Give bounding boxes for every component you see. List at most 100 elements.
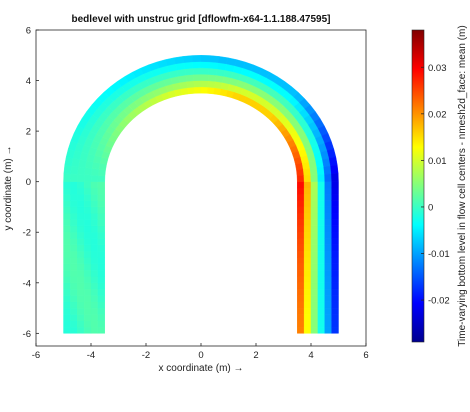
mesh-cell-156 xyxy=(297,250,305,258)
mesh-cell-276 xyxy=(331,250,339,258)
mesh-cell-7 xyxy=(63,282,71,290)
mesh-cell-49 xyxy=(77,320,85,328)
mesh-cell-19 xyxy=(63,206,71,214)
mesh-cell-22 xyxy=(63,187,71,195)
mesh-cell-148 xyxy=(297,301,305,309)
mesh-cell-563 xyxy=(328,156,338,167)
mesh-cell-2 xyxy=(63,314,71,321)
mesh-cell-246 xyxy=(324,288,332,296)
mesh-cell-90 xyxy=(83,213,92,220)
mesh-cell-209 xyxy=(310,219,319,227)
colorbar-label: Time-varying bottom level in flow cell c… xyxy=(457,25,468,346)
mesh-cell-237 xyxy=(317,194,325,201)
mesh-cell-305 xyxy=(64,156,74,167)
mesh-cell-70 xyxy=(77,187,85,195)
y-tick-label: -6 xyxy=(23,329,31,340)
mesh-cell-215 xyxy=(310,181,319,189)
mesh-cell-100 xyxy=(90,301,99,309)
mesh-cell-449 xyxy=(217,56,229,65)
mesh-cell-242 xyxy=(324,314,332,321)
x-tick-label: -6 xyxy=(32,350,40,361)
mesh-cell-214 xyxy=(310,187,319,195)
mesh-cell-292 xyxy=(70,173,78,182)
mesh-cell-159 xyxy=(297,232,305,239)
mesh-cell-268 xyxy=(331,301,339,309)
mesh-cell-52 xyxy=(77,301,85,309)
mesh-cell-161 xyxy=(297,219,305,227)
mesh-cell-207 xyxy=(310,232,319,239)
mesh-cell-93 xyxy=(83,194,92,201)
mesh-cell-277 xyxy=(331,244,339,252)
mesh-cell-256 xyxy=(324,225,332,233)
mesh-cell-34 xyxy=(70,263,78,271)
mesh-cell-219 xyxy=(317,307,325,315)
plot-area: -6 -4 -2 0 2 4 6 -6 -4 -2 0 2 4 6 xyxy=(23,26,369,362)
mesh-cell-251 xyxy=(324,257,332,265)
mesh-cell-559 xyxy=(301,161,311,170)
mesh-cell-31 xyxy=(70,282,78,290)
mesh-cell-273 xyxy=(331,269,339,277)
mesh-cell-217 xyxy=(317,320,325,328)
mesh-cell-182 xyxy=(303,238,312,246)
mesh-cell-13 xyxy=(63,244,71,252)
mesh-cell-41 xyxy=(70,219,78,227)
mesh-cell-574 xyxy=(324,173,332,182)
mesh-cell-208 xyxy=(310,225,319,233)
mesh-cell-99 xyxy=(90,307,99,315)
mesh-cell-170 xyxy=(303,314,312,321)
mesh-cell-47 xyxy=(70,181,78,189)
mesh-cell-249 xyxy=(324,269,332,277)
mesh-cell-260 xyxy=(324,200,332,208)
mesh-cell-230 xyxy=(317,238,325,246)
mesh-cell-111 xyxy=(90,232,99,239)
y-tick-label: 4 xyxy=(26,76,31,87)
mesh-cell-434 xyxy=(200,74,209,81)
mesh-cell-54 xyxy=(77,288,85,296)
mesh-cell-24 xyxy=(70,326,78,334)
mesh-cell-279 xyxy=(331,232,339,239)
mesh-cell-94 xyxy=(83,187,92,195)
mesh-cell-128 xyxy=(97,276,105,283)
colorbar-tick-label: -0.02 xyxy=(428,296,450,307)
mesh-cell-202 xyxy=(310,263,319,271)
mesh-cell-194 xyxy=(310,314,319,321)
mesh-cell-140 xyxy=(97,200,105,208)
mesh-cell-57 xyxy=(77,269,85,277)
mesh-cell-190 xyxy=(303,187,312,195)
y-axis-label: y coordinate (m) → xyxy=(3,145,14,230)
mesh-cell-205 xyxy=(310,244,319,252)
mesh-cell-220 xyxy=(317,301,325,309)
mesh-cell-222 xyxy=(317,288,325,296)
mesh-cell-85 xyxy=(83,244,92,252)
mesh-cell-235 xyxy=(317,206,325,214)
mesh-cell-45 xyxy=(70,194,78,201)
mesh-cell-126 xyxy=(97,288,105,296)
mesh-cell-171 xyxy=(303,307,312,315)
mesh-cell-37 xyxy=(70,244,78,252)
mesh-cell-197 xyxy=(310,295,319,302)
mesh-cell-420 xyxy=(187,86,195,95)
mesh-cell-229 xyxy=(317,244,325,252)
mesh-cell-174 xyxy=(303,288,312,296)
mesh-cell-96 xyxy=(90,326,99,334)
mesh-cell-139 xyxy=(97,206,105,214)
mesh-cell-67 xyxy=(77,206,85,214)
mesh-cell-244 xyxy=(324,301,332,309)
mesh-cell-435 xyxy=(200,67,210,75)
mesh-cell-290 xyxy=(83,174,92,182)
mesh-cell-188 xyxy=(303,200,312,208)
mesh-cell-175 xyxy=(303,282,312,290)
mesh-cell-261 xyxy=(324,194,332,201)
x-tick-label: 2 xyxy=(253,350,258,361)
mesh-cell-72 xyxy=(83,326,92,334)
mesh-cell-20 xyxy=(63,200,71,208)
mesh-cell-124 xyxy=(97,301,105,309)
mesh-cell-6 xyxy=(63,288,71,296)
mesh-cell-17 xyxy=(63,219,71,227)
mesh-cell-53 xyxy=(77,295,85,302)
mesh-cell-35 xyxy=(70,257,78,265)
mesh-cell-259 xyxy=(324,206,332,214)
mesh-cell-191 xyxy=(303,181,312,189)
mesh-cell-154 xyxy=(297,263,305,271)
mesh-cell-193 xyxy=(310,320,319,328)
